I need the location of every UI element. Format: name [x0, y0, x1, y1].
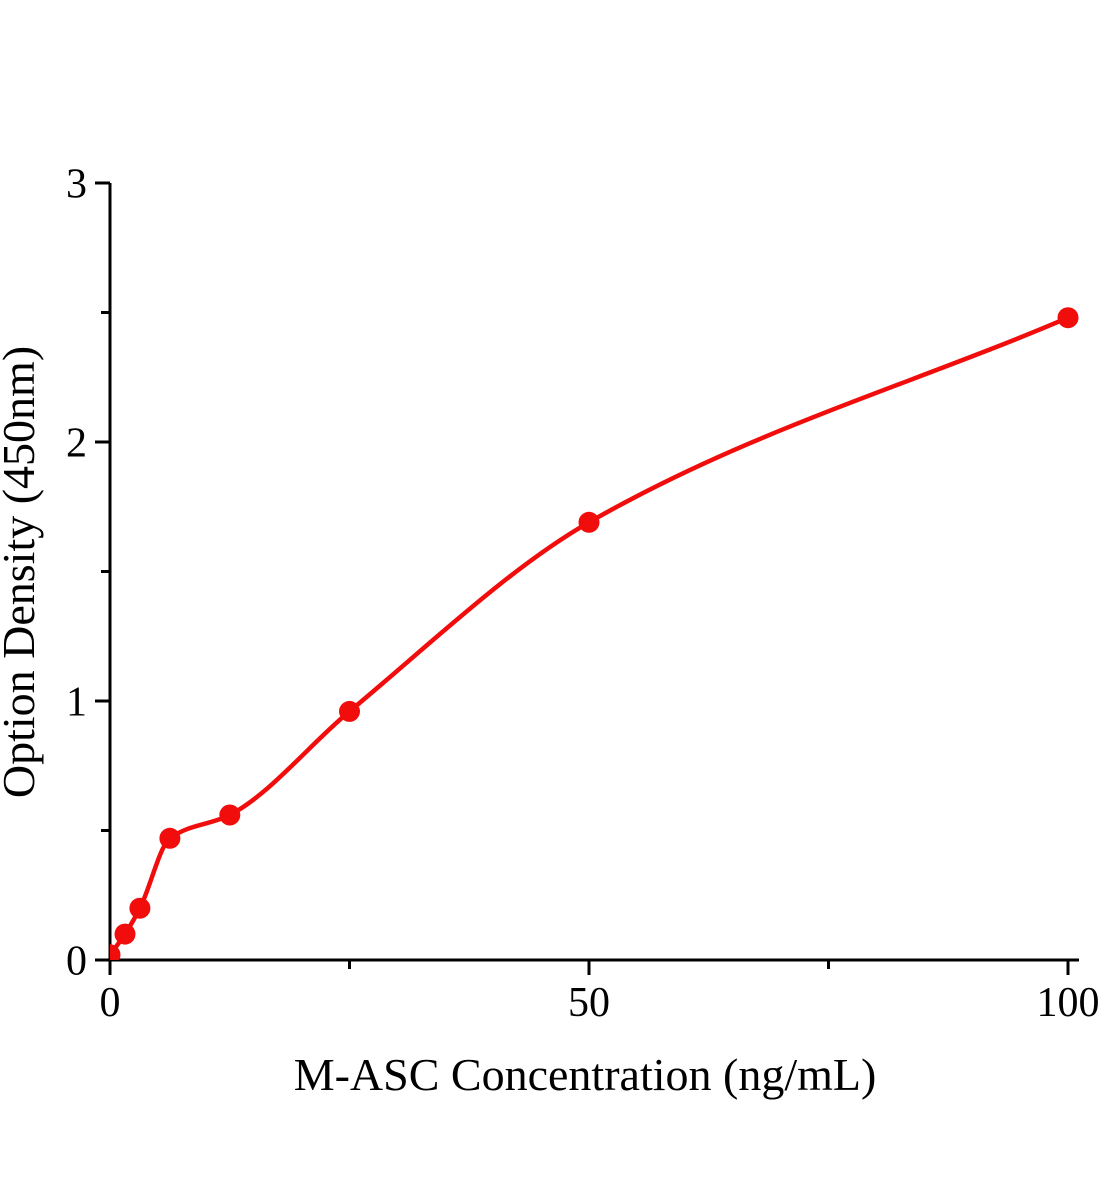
- data-point: [159, 827, 181, 849]
- x-tick-label: 100: [1037, 980, 1100, 1026]
- data-series: [110, 307, 1079, 960]
- y-axis-title: Option Density (450nm): [0, 346, 44, 798]
- x-tick-label: 0: [100, 980, 121, 1026]
- y-tick-label: 3: [66, 162, 87, 208]
- data-point: [114, 923, 136, 945]
- data-point: [578, 511, 600, 533]
- plot-area: 0 50 100 0 1 2 3: [66, 162, 1100, 1026]
- data-point: [129, 897, 151, 919]
- x-axis-title: M-ASC Concentration (ng/mL): [294, 1049, 877, 1100]
- data-point: [1057, 307, 1079, 329]
- fit-curve: [110, 315, 1069, 957]
- y-tick-label: 2: [66, 421, 87, 467]
- data-point: [110, 944, 121, 960]
- data-point: [219, 804, 241, 826]
- x-tick-label: 50: [568, 980, 610, 1026]
- y-tick-label: 0: [66, 939, 87, 985]
- data-point: [339, 700, 360, 722]
- y-tick-label: 1: [66, 680, 87, 726]
